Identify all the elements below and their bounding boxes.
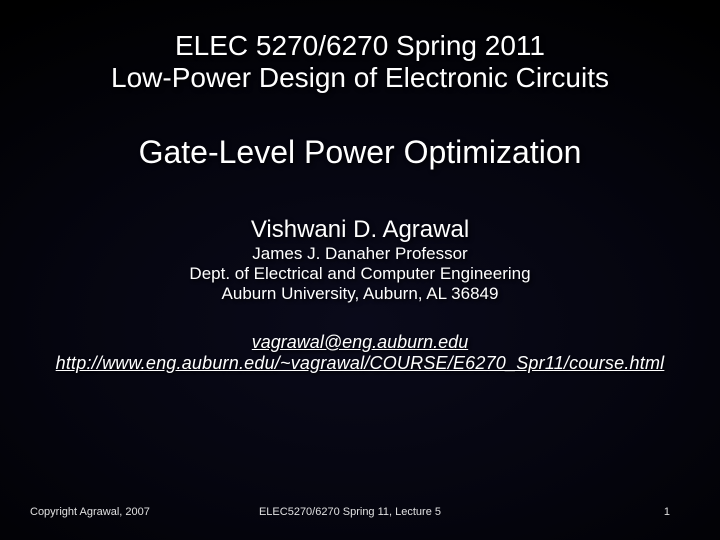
footer-copyright: Copyright Agrawal, 2007 bbox=[30, 506, 243, 518]
slide-container: ELEC 5270/6270 Spring 2011 Low-Power Des… bbox=[0, 0, 720, 540]
author-title: James J. Danaher Professor bbox=[40, 244, 680, 264]
author-department: Dept. of Electrical and Computer Enginee… bbox=[40, 264, 680, 284]
author-name: Vishwani D. Agrawal bbox=[40, 216, 680, 244]
slide-footer: Copyright Agrawal, 2007 ELEC5270/6270 Sp… bbox=[0, 506, 720, 518]
course-title-line2: Low-Power Design of Electronic Circuits bbox=[40, 62, 680, 94]
author-university: Auburn University, Auburn, AL 36849 bbox=[40, 284, 680, 304]
footer-page-number: 1 bbox=[457, 506, 690, 518]
contact-email: vagrawal@eng.auburn.edu bbox=[40, 332, 680, 353]
footer-lecture-info: ELEC5270/6270 Spring 11, Lecture 5 bbox=[243, 506, 456, 518]
course-url: http://www.eng.auburn.edu/~vagrawal/COUR… bbox=[40, 353, 680, 374]
course-title-line1: ELEC 5270/6270 Spring 2011 bbox=[40, 30, 680, 62]
lecture-subtitle: Gate-Level Power Optimization bbox=[40, 134, 680, 171]
